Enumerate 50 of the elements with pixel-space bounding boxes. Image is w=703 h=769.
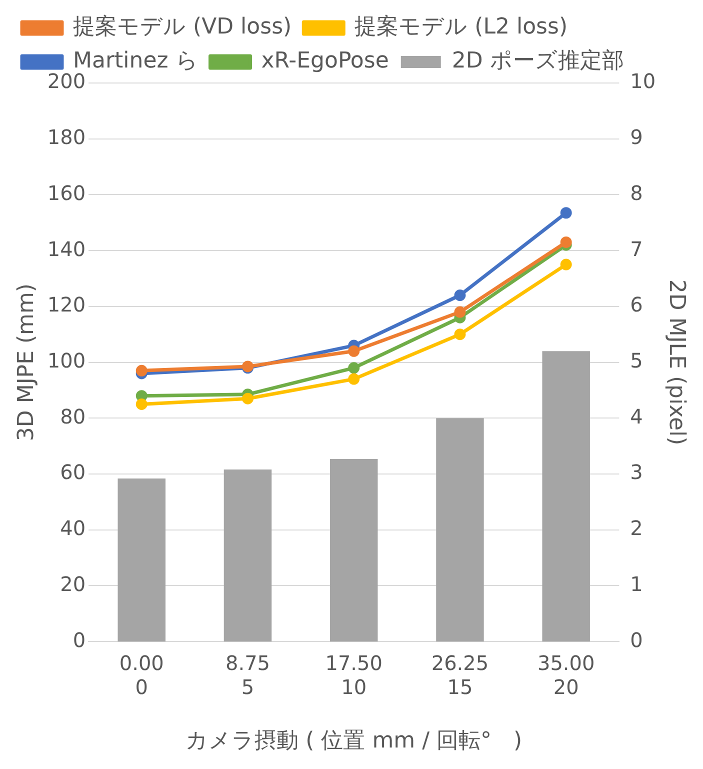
legend-label: 提案モデル (VD loss) <box>73 14 292 40</box>
point <box>560 236 572 248</box>
x-tick-label: 17.50 10 <box>325 650 382 699</box>
bar <box>118 478 166 642</box>
y2-tick-label: 1 <box>630 572 643 596</box>
y2-tick-label: 7 <box>630 236 643 261</box>
y-tick-label: 40 <box>60 516 86 540</box>
point <box>348 373 360 385</box>
y-tick-label: 100 <box>47 348 86 373</box>
bar <box>224 470 272 642</box>
x-tick-label: 8.75 5 <box>225 650 270 699</box>
y2-tick-label: 0 <box>630 628 643 652</box>
legend-label: xR-EgoPose <box>261 48 389 74</box>
y2-tick-label: 10 <box>630 69 656 94</box>
x-axis-title: カメラ摂動 ( 位置 mm / 回転° ) <box>186 728 522 754</box>
point <box>136 398 148 410</box>
x-tick-label: 0.00 0 <box>119 650 164 699</box>
point <box>242 392 254 404</box>
y-tick-label: 60 <box>60 460 86 484</box>
y2-tick-label: 9 <box>630 125 643 150</box>
point <box>454 306 466 318</box>
y2-tick-label: 8 <box>630 180 643 205</box>
y2-tick-label: 2 <box>630 516 643 540</box>
y2-axis-title: 2D MJLE (pixel) <box>664 279 690 446</box>
point <box>348 345 360 357</box>
bar <box>330 458 378 642</box>
y2-tick-label: 4 <box>630 404 643 428</box>
bar <box>542 351 590 642</box>
y2-tick-label: 6 <box>630 292 643 317</box>
y-tick-label: 0 <box>72 628 86 652</box>
y-tick-label: 180 <box>47 125 86 150</box>
bar <box>436 418 484 642</box>
point <box>454 328 466 340</box>
x-tick-label: 26.25 15 <box>431 650 489 699</box>
y-tick-label: 160 <box>47 180 86 205</box>
y-tick-label: 120 <box>47 292 86 317</box>
point <box>454 290 466 302</box>
y2-tick-label: 3 <box>630 460 643 484</box>
x-tick-label: 35.00 20 <box>537 650 595 699</box>
y2-tick-label: 5 <box>630 348 643 373</box>
point <box>560 258 572 270</box>
legend-label: 提案モデル (L2 loss) <box>354 14 568 40</box>
y-axis-title: 3D MJPE (mm) <box>14 284 39 442</box>
y-tick-label: 80 <box>60 404 86 428</box>
y-tick-label: 140 <box>47 236 86 261</box>
y-tick-label: 20 <box>60 572 86 596</box>
point <box>348 362 360 374</box>
legend-label: 2D ポーズ推定部 <box>452 48 624 74</box>
point <box>136 364 148 376</box>
point <box>560 207 572 219</box>
